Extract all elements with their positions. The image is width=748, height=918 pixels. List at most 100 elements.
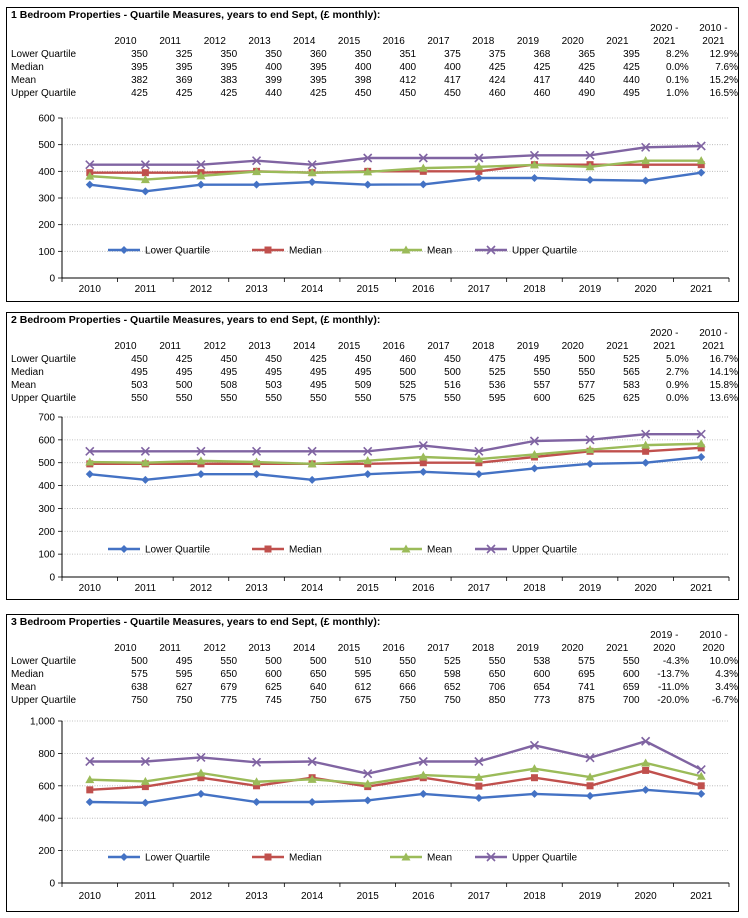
change-header-top: 2010 - (699, 630, 728, 641)
value-cell: 550 (220, 656, 238, 667)
legend-label: Upper Quartile (512, 545, 577, 556)
year-header: 2019 (516, 36, 540, 47)
change-header-bottom: 2021 (702, 36, 725, 47)
value-cell: 399 (265, 75, 282, 86)
value-cell: 650 (488, 669, 506, 680)
data-point (529, 449, 539, 458)
data-point (363, 769, 373, 779)
data-point (529, 740, 540, 750)
data-point (307, 446, 317, 456)
value-cell: 417 (533, 75, 551, 86)
data-point (530, 774, 538, 782)
series-line (89, 432, 702, 453)
value-cell: 425 (175, 88, 193, 99)
x-tick-label: 2020 (635, 583, 658, 594)
value-cell: 654 (533, 682, 551, 693)
year-header: 2011 (159, 341, 181, 352)
value-cell: 575 (399, 393, 417, 404)
y-tick-label: 300 (38, 194, 55, 205)
value-cell: 450 (131, 354, 148, 365)
legend-label: Mean (427, 853, 452, 864)
data-point (585, 772, 595, 781)
year-header: 2012 (203, 341, 226, 352)
data-point (529, 160, 539, 169)
legend-label: Median (289, 853, 322, 864)
value-cell: 550 (622, 656, 640, 667)
data-point (252, 798, 261, 806)
data-point (696, 156, 706, 165)
value-cell: 600 (533, 393, 551, 404)
legend-label: Mean (427, 246, 452, 257)
value-cell: 425 (220, 88, 238, 99)
x-tick-label: 2016 (412, 284, 435, 295)
value-cell: 650 (220, 669, 238, 680)
year-header: 2013 (248, 36, 271, 47)
data-point (140, 776, 150, 785)
data-point (530, 174, 539, 182)
data-point (474, 153, 484, 163)
change-cell: 2.7% (666, 367, 689, 378)
data-point (251, 757, 262, 767)
x-tick-label: 2011 (135, 284, 157, 295)
x-tick-label: 2015 (357, 583, 380, 594)
value-cell: 400 (265, 62, 282, 73)
data-point (308, 475, 317, 484)
value-cell: 365 (578, 49, 596, 60)
data-point (641, 142, 651, 152)
value-cell: 490 (578, 88, 596, 99)
value-cell: 495 (623, 88, 640, 99)
data-point (307, 168, 317, 177)
data-point (363, 153, 373, 163)
value-cell: 398 (354, 75, 372, 86)
value-cell: 350 (354, 49, 372, 60)
x-tick-label: 2021 (690, 583, 713, 594)
value-cell: 550 (175, 393, 193, 404)
x-tick-label: 2010 (79, 891, 102, 902)
value-cell: 450 (399, 88, 417, 99)
value-cell: 600 (265, 669, 282, 680)
data-point (307, 160, 317, 170)
data-point (641, 156, 651, 165)
year-header: 2016 (382, 36, 405, 47)
value-cell: 460 (488, 88, 506, 99)
x-tick-label: 2015 (357, 891, 380, 902)
data-point (307, 774, 317, 783)
data-point (140, 446, 150, 456)
series-line (89, 144, 702, 166)
data-point (474, 174, 483, 182)
row-label: Median (11, 669, 44, 680)
value-cell: 550 (265, 393, 282, 404)
data-point (86, 786, 94, 794)
change-cell: -13.7% (657, 669, 689, 680)
value-cell: 595 (354, 669, 372, 680)
legend: Lower Quartile Median Mean Upper Quartile (108, 852, 577, 864)
value-cell: 600 (622, 669, 640, 680)
value-cell: 640 (309, 682, 327, 693)
y-tick-label: 300 (38, 504, 55, 515)
year-header: 2010 (114, 643, 137, 654)
x-tick-label: 2010 (79, 583, 102, 594)
value-cell: 400 (444, 62, 461, 73)
data-point (363, 167, 373, 176)
data-point (253, 782, 261, 790)
change-header-top: 2010 - (699, 23, 728, 34)
data-point (141, 475, 150, 484)
year-header: 2015 (337, 36, 361, 47)
row-label: Median (11, 367, 44, 378)
data-point (196, 470, 205, 479)
value-cell: 495 (354, 367, 372, 378)
x-tick-label: 2013 (245, 284, 268, 295)
value-cell: 325 (175, 49, 193, 60)
y-tick-label: 600 (38, 114, 55, 125)
y-tick-label: 100 (38, 247, 55, 258)
value-cell: 577 (578, 380, 596, 391)
value-cell: 675 (354, 695, 372, 706)
y-tick-label: 600 (38, 781, 55, 792)
value-cell: 450 (444, 88, 461, 99)
data-point (363, 779, 373, 788)
data-point (363, 470, 372, 479)
data-point (585, 150, 595, 160)
value-cell: 417 (444, 75, 461, 86)
legend-marker (120, 246, 128, 254)
data-point (696, 141, 706, 151)
